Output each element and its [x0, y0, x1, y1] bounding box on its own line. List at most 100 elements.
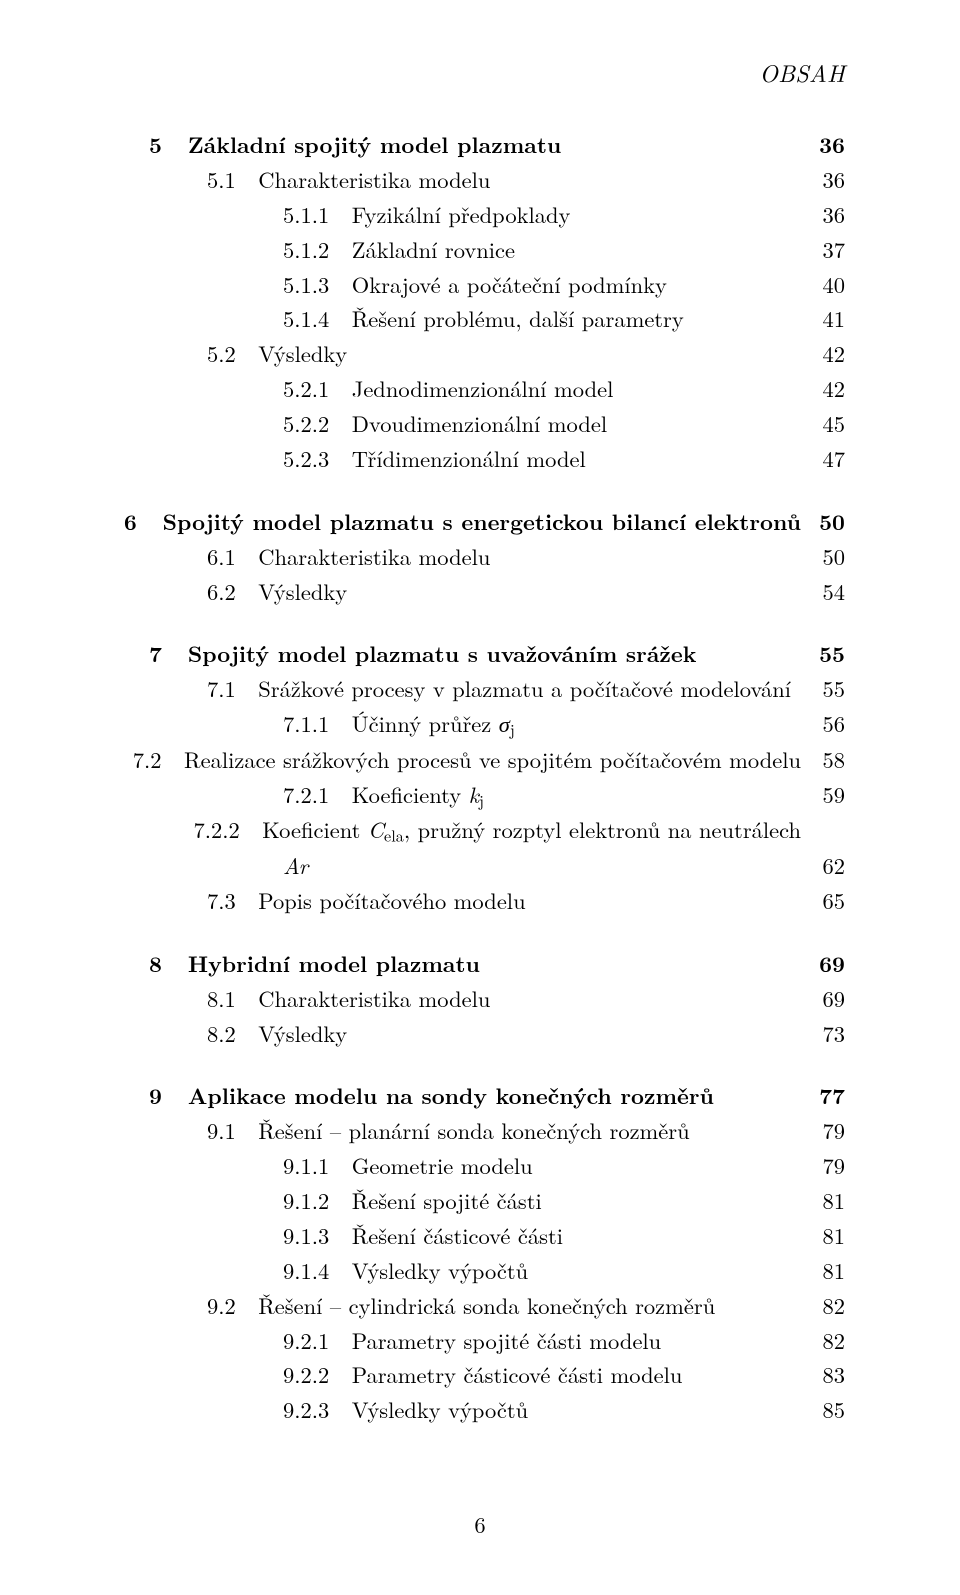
toc-entry-number: 7.2.1 — [283, 777, 329, 812]
toc-entry-title: Aplikace modelu na sondy konečných rozmě… — [188, 1078, 714, 1113]
toc-row: 9.2.2 Parametry částicové části modelu 83 — [115, 1357, 845, 1392]
toc-row: 9.1.1 Geometrie modelu79 — [115, 1148, 845, 1183]
toc-leader — [590, 444, 805, 467]
toc-leader — [700, 640, 805, 663]
toc-entry-page: 50 — [811, 539, 845, 574]
toc-leader — [686, 1361, 805, 1384]
toc-row: 7.2.1 Koeficienty kj59 — [115, 777, 845, 813]
toc-entry-number: 5.2.2 — [283, 406, 329, 441]
toc-leader — [665, 1326, 805, 1349]
toc-row: 5.1.2 Základní rovnice37 — [115, 232, 845, 267]
toc-row: 5.2.2 Dvoudimenzionální model 45 — [115, 406, 845, 441]
toc-entry-number: 9.2.1 — [283, 1323, 329, 1358]
toc-row: 6.2 Výsledky54 — [115, 574, 845, 609]
toc-section: 7 Spojitý model plazmatu s uvažováním sr… — [115, 636, 845, 917]
toc-row: 5.2.3 Třídimenzionální model47 — [115, 441, 845, 476]
toc-row: 5.2.1 Jednodimenzionální model42 — [115, 371, 845, 406]
toc-entry-title: Ar — [283, 848, 308, 883]
toc-row: 6.1 Charakteristika modelu 50 — [115, 539, 845, 574]
toc-entry-number: 5.1.3 — [283, 267, 329, 302]
toc-row: 9 Aplikace modelu na sondy konečných roz… — [115, 1078, 845, 1113]
toc-entry-number: 6.1 — [207, 539, 236, 574]
toc-entry-title: Řešení – planární sonda konečných rozměr… — [258, 1113, 689, 1148]
toc-leader — [567, 1221, 805, 1244]
toc-entry-page: 36 — [811, 127, 845, 162]
toc-entry-title: Dvoudimenzionální model — [352, 406, 607, 441]
toc-entry-title: Parametry částicové části modelu — [352, 1357, 683, 1392]
toc-section: 5 Základní spojitý model plazmatu365.1 C… — [115, 127, 845, 476]
toc-leader — [351, 577, 805, 600]
toc-entry-page: 83 — [811, 1357, 845, 1392]
toc-leader — [530, 886, 805, 909]
toc-leader — [312, 852, 805, 875]
toc-entry-page: 81 — [811, 1253, 845, 1288]
toc-section: 9 Aplikace modelu na sondy konečných roz… — [115, 1078, 845, 1427]
toc-entry-number: 6.2 — [207, 574, 236, 609]
toc-entry-page: 79 — [811, 1113, 845, 1148]
toc-section: 6 Spojitý model plazmatu s energetickou … — [115, 504, 845, 609]
toc-leader — [494, 984, 805, 1007]
toc-entry-page: 56 — [811, 706, 845, 741]
toc-entry-title: Charakteristika modelu — [258, 539, 490, 574]
running-head: OBSAH — [115, 55, 845, 89]
toc-entry-number: 8 — [149, 946, 162, 981]
toc-entry-title: Výsledky výpočtů — [352, 1392, 528, 1427]
toc-entry-number: 7 — [149, 636, 162, 671]
toc-entry-number: 9 — [149, 1078, 162, 1113]
toc-entry-number: 5.1.4 — [283, 301, 329, 336]
toc-row: 8.2 Výsledky73 — [115, 1016, 845, 1051]
toc-entry-title: Jednodimenzionální model — [352, 371, 614, 406]
toc-entry-title: Výsledky výpočtů — [352, 1253, 528, 1288]
toc-entry-number: 5.1 — [207, 162, 236, 197]
toc-row: 5.1.1 Fyzikální předpoklady36 — [115, 197, 845, 232]
toc-entry-title: Hybridní model plazmatu — [188, 946, 480, 981]
toc-entry-page: 45 — [811, 406, 845, 441]
toc-entry-page: 85 — [811, 1392, 845, 1427]
toc-leader — [694, 1117, 805, 1140]
toc-entry-page: 36 — [811, 197, 845, 232]
toc-leader — [519, 710, 805, 733]
toc-entry-page: 82 — [811, 1323, 845, 1358]
toc-entry-page: 62 — [811, 848, 845, 883]
toc-leader — [688, 305, 805, 328]
toc-entry-page: 41 — [811, 301, 845, 336]
toc-entry-title: Spojitý model plazmatu s energetickou bi… — [163, 504, 801, 539]
toc-entry-title: Třídimenzionální model — [352, 441, 586, 476]
toc-leader — [617, 375, 805, 398]
toc-entry-number: 7.3 — [207, 883, 236, 918]
toc-entry-number: 9.1.2 — [283, 1183, 329, 1218]
toc-entry-number: 9.2.2 — [283, 1357, 329, 1392]
toc-entry-page: 69 — [811, 946, 845, 981]
toc-entry-number: 9.1.1 — [283, 1148, 329, 1183]
toc-entry-page: 42 — [811, 371, 845, 406]
toc-row: 7.1.1 Účinný průřez σj56 — [115, 706, 845, 742]
toc-row: 5.1 Charakteristika modelu36 — [115, 162, 845, 197]
toc-leader — [537, 1152, 805, 1175]
toc-page: OBSAH 5 Základní spojitý model plazmatu3… — [0, 0, 960, 1595]
toc-leader — [351, 1019, 805, 1042]
toc-entry-number: 5.2 — [207, 336, 236, 371]
page-footer-number: 6 — [0, 1508, 960, 1540]
toc-entry-title: Základní spojitý model plazmatu — [188, 127, 561, 162]
toc-entry-title: Řešení částicové části — [352, 1218, 563, 1253]
toc-row: 9.1 Řešení – planární sonda konečných ro… — [115, 1113, 845, 1148]
toc-entry-page: 69 — [811, 981, 845, 1016]
toc-leader — [494, 542, 805, 565]
toc-leader — [494, 165, 805, 188]
toc-row: 9.2 Řešení – cylindrická sonda konečných… — [115, 1288, 845, 1323]
toc-entry-number: 5.2.3 — [283, 441, 329, 476]
toc-entry-title: Řešení – cylindrická sonda konečných roz… — [258, 1288, 715, 1323]
toc-entry-title: Geometrie modelu — [352, 1148, 533, 1183]
toc-leader — [795, 675, 805, 698]
toc-entry-page: 81 — [811, 1218, 845, 1253]
toc-leader — [532, 1396, 805, 1419]
toc-leader — [719, 1291, 805, 1314]
toc-row: 9.1.2 Řešení spojité části81 — [115, 1183, 845, 1218]
toc-leader — [532, 1256, 805, 1279]
toc-entry-page: 36 — [811, 162, 845, 197]
toc-entry-number: 9.2 — [207, 1288, 236, 1323]
toc-entry-title: Charakteristika modelu — [258, 981, 490, 1016]
toc-row: 8 Hybridní model plazmatu 69 — [115, 946, 845, 981]
toc-leader — [519, 235, 805, 258]
toc-entry-page: 40 — [811, 267, 845, 302]
